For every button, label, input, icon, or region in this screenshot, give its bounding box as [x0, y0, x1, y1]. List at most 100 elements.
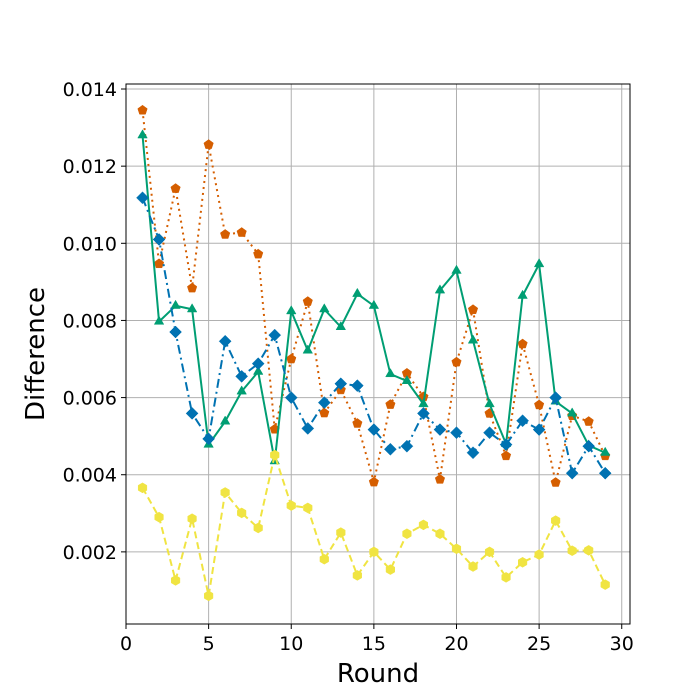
series-1-point [501, 450, 512, 461]
ticks: 0 5 10 15 20 25 30 0.002 0.004 0.006 0.008 0.010 0.0… [63, 79, 634, 655]
series-1-point [550, 477, 561, 487]
series-2-point [451, 264, 462, 274]
series-4-point [435, 528, 445, 540]
series-3 [136, 191, 612, 480]
series-4-point [484, 546, 495, 558]
series-3-point [235, 370, 249, 383]
series-4-point [204, 590, 214, 602]
series-1-point [153, 258, 165, 269]
series-1-point [253, 248, 264, 259]
series-2-point [401, 375, 413, 384]
series-3-point [284, 391, 298, 404]
series-4-point [137, 482, 148, 494]
y-axis-label: Difference [21, 287, 51, 421]
series-4-point [303, 502, 313, 514]
series-3-point [565, 466, 579, 480]
series-4-point [369, 546, 379, 558]
series-1-point [517, 338, 528, 349]
series-1-point [451, 356, 462, 367]
series-3-line [141, 197, 607, 475]
plot-frame [125, 83, 631, 625]
series-3-point [417, 407, 430, 420]
series-4-point [336, 527, 346, 538]
series-3-point [251, 357, 265, 370]
series-1-point [385, 399, 396, 409]
series-4-point [237, 507, 247, 519]
y-tick-label: 0.010 [63, 233, 117, 255]
series-4-point [501, 572, 511, 583]
x-tick-label: 10 [279, 633, 303, 655]
series-3-point [202, 432, 215, 446]
series-1-point [170, 183, 181, 193]
series-1-point [236, 227, 247, 237]
series-2-point [385, 368, 396, 378]
series-2-point [566, 407, 578, 417]
series-2-point [236, 385, 247, 395]
y-tick-label: 0.006 [63, 388, 117, 410]
series-4-point [253, 522, 263, 534]
series-3-point [466, 446, 480, 460]
y-tick-label: 0.004 [63, 465, 117, 487]
series-2-point [368, 299, 380, 309]
series-3-point [350, 379, 364, 392]
series-4-point [187, 513, 197, 524]
series-3-point [218, 334, 232, 348]
series-3-point [516, 414, 529, 428]
series-3-point [598, 466, 612, 480]
series-4-point [451, 543, 462, 555]
x-tick-label: 0 [120, 633, 132, 655]
series-3-point [268, 328, 282, 342]
y-tick-label: 0.014 [63, 79, 117, 101]
series-1-point [534, 399, 545, 410]
series-3-point [499, 438, 513, 451]
series-3-point [301, 422, 315, 435]
series-1-point [467, 304, 479, 314]
series-2-point [467, 334, 479, 344]
series-4-point [270, 449, 280, 461]
series-4-point [418, 519, 429, 531]
series-1-point [583, 416, 594, 426]
series-1-point [187, 282, 198, 293]
series-4-point [402, 528, 412, 540]
series-2-point [302, 344, 313, 354]
series-4-point [518, 557, 528, 568]
series-3-point [367, 423, 381, 436]
series-2-point [286, 305, 297, 315]
series-2-point [434, 284, 446, 294]
series-1-point [203, 139, 214, 149]
series-2-point [137, 129, 148, 139]
x-tick-label: 5 [203, 633, 215, 655]
x-tick-label: 20 [444, 633, 468, 655]
y-tick-label: 0.008 [63, 310, 117, 332]
series-4-point [468, 561, 478, 572]
series-3-point [582, 439, 596, 453]
series-4-point [567, 545, 577, 556]
series-1-point [137, 104, 148, 115]
series-4-point [584, 545, 594, 556]
series-3-point [450, 426, 463, 440]
series-4-point [534, 549, 544, 560]
series-2-point [219, 415, 231, 425]
series-1-point [352, 418, 363, 428]
series-3-point [483, 426, 496, 440]
series-layer [136, 104, 612, 602]
series-2-point [319, 303, 330, 313]
x-tick-label: 30 [610, 633, 634, 655]
series-1-point [302, 296, 313, 306]
series-3-point [317, 396, 331, 409]
series-2-point [153, 315, 165, 325]
series-2-point [533, 258, 545, 268]
series-4-point [220, 487, 230, 498]
series-2-point [170, 299, 181, 309]
series-4-point [154, 511, 164, 523]
y-tick-label: 0.002 [63, 542, 117, 564]
series-4 [137, 449, 610, 602]
grid [125, 84, 630, 624]
series-3-point [169, 325, 182, 339]
series-2-point [335, 320, 347, 330]
series-3-point [433, 423, 447, 436]
series-4-point [286, 500, 296, 511]
series-2-point [600, 446, 611, 456]
series-2-point [484, 398, 495, 408]
